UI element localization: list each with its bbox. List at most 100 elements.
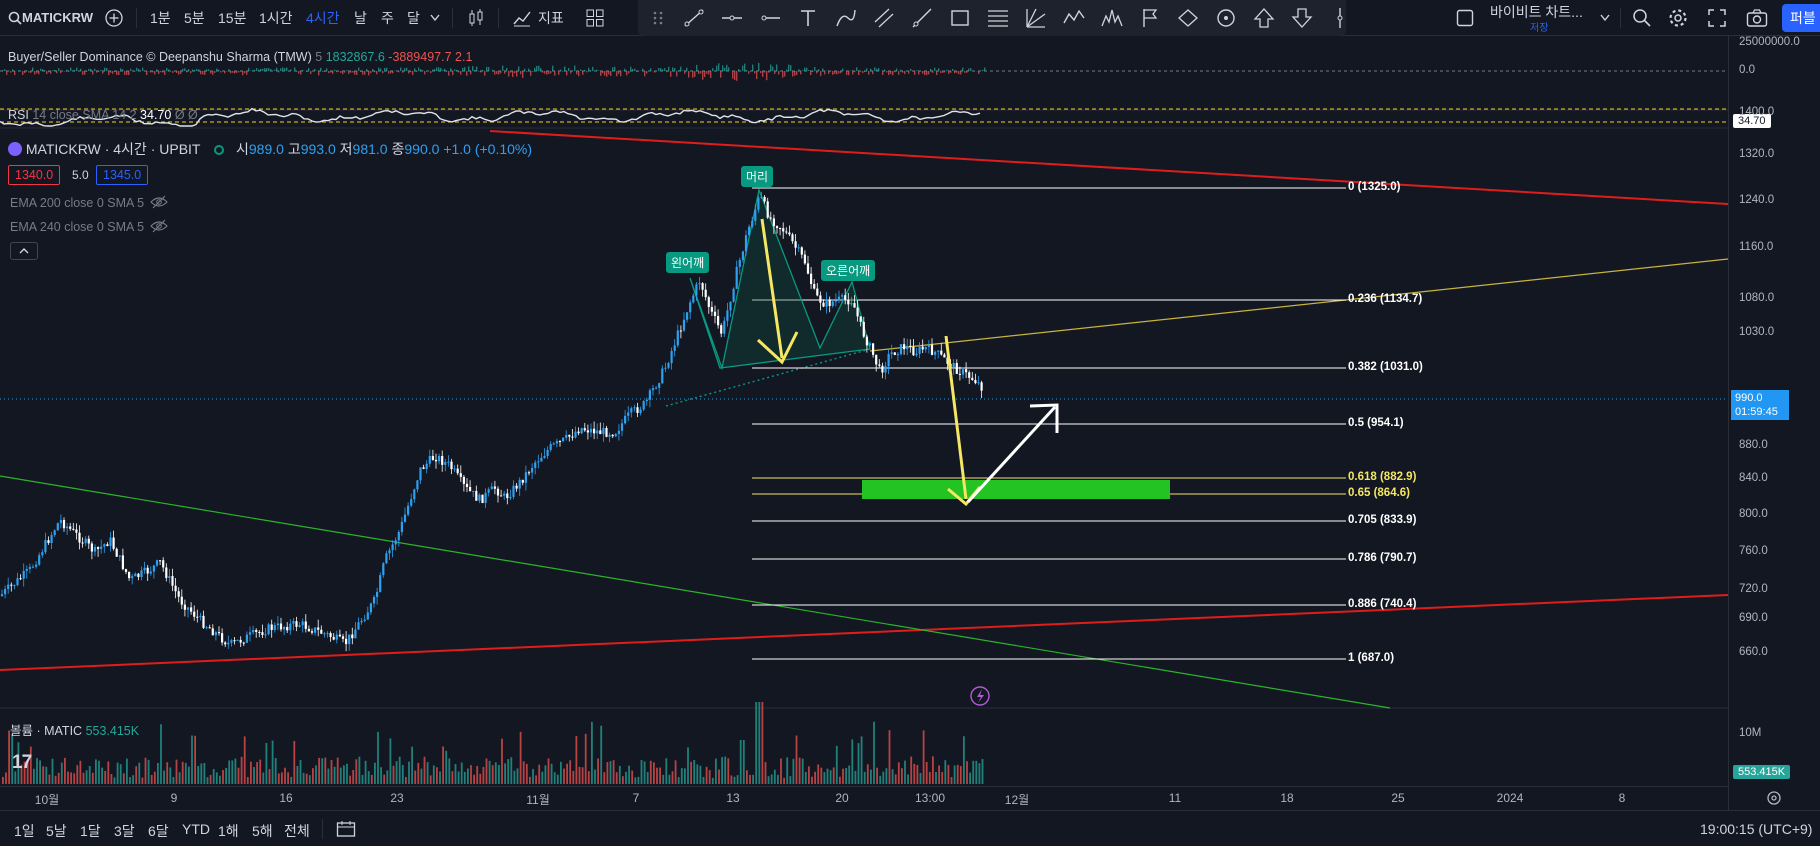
axis-settings-icon[interactable] bbox=[1765, 789, 1783, 807]
candle-body bbox=[431, 456, 434, 460]
chart-canvas[interactable] bbox=[0, 36, 1728, 810]
layout-name[interactable]: 바이비트 차트... bbox=[1490, 4, 1583, 20]
clock[interactable]: 19:00:15 (UTC+9) bbox=[1700, 821, 1813, 837]
dominance-bar bbox=[382, 71, 384, 74]
range-button[interactable]: 1해 bbox=[218, 823, 239, 839]
range-button[interactable]: 3달 bbox=[114, 823, 135, 839]
arrow-up-icon[interactable] bbox=[1252, 6, 1276, 30]
target-zone[interactable] bbox=[862, 480, 1170, 499]
calendar-icon[interactable] bbox=[336, 820, 356, 838]
volume-legend[interactable]: 볼륨 · MATIC 553.415K bbox=[10, 720, 139, 739]
candle-icon[interactable] bbox=[466, 8, 486, 28]
lightning-icon[interactable] bbox=[970, 686, 990, 706]
range-button[interactable]: YTD bbox=[182, 821, 210, 837]
flag-icon[interactable] bbox=[1138, 6, 1162, 30]
horizontal-line-icon[interactable] bbox=[720, 6, 744, 30]
interval-15m[interactable]: 15분 bbox=[218, 10, 247, 26]
grid-icon[interactable] bbox=[586, 9, 604, 27]
range-button[interactable]: 1일 bbox=[14, 823, 35, 839]
eye-off-icon[interactable] bbox=[150, 219, 168, 233]
publish-button[interactable]: 퍼블 bbox=[1782, 4, 1820, 32]
white-arrow[interactable] bbox=[966, 403, 1059, 504]
ema200-legend[interactable]: EMA 200 close 0 SMA 5 bbox=[10, 196, 144, 210]
rectangle-icon[interactable] bbox=[948, 6, 972, 30]
rsi-params: 14 close SMA 14 2 bbox=[32, 108, 137, 122]
interval-4h[interactable]: 4시간 bbox=[306, 10, 340, 26]
rsi-legend[interactable]: RSI 14 close SMA 14 2 34.70 Ø Ø bbox=[8, 108, 198, 122]
eye-off-icon[interactable] bbox=[150, 195, 168, 209]
interval-week[interactable]: 주 bbox=[381, 10, 394, 26]
trend-line-icon[interactable] bbox=[682, 6, 706, 30]
ema240-legend[interactable]: EMA 240 close 0 SMA 5 bbox=[10, 220, 144, 234]
main-legend[interactable]: MATICKRW · 4시간 · UPBIT 시989.0 고993.0 저98… bbox=[8, 139, 532, 159]
camera-icon[interactable] bbox=[1746, 8, 1768, 28]
save-status[interactable]: 저장 bbox=[1530, 23, 1549, 34]
red-support-line[interactable] bbox=[0, 594, 1728, 671]
sell-price-button[interactable]: 1340.0 bbox=[8, 165, 61, 185]
indicators-button[interactable]: 지표 bbox=[538, 10, 564, 26]
dominance-bar bbox=[506, 67, 508, 71]
red-resistance-line[interactable] bbox=[489, 130, 1728, 205]
yellow-trend-line[interactable] bbox=[869, 258, 1728, 352]
dominance-bar bbox=[818, 69, 820, 71]
interval-day[interactable]: 날 bbox=[354, 10, 367, 26]
range-button[interactable]: 5해 bbox=[252, 823, 273, 839]
plus-circle-icon[interactable] bbox=[104, 8, 124, 28]
xabcd-pattern-icon[interactable] bbox=[1062, 6, 1086, 30]
right-shoulder-label[interactable]: 오른어깨 bbox=[821, 260, 876, 281]
volume-bar bbox=[739, 740, 742, 784]
volume-bar bbox=[677, 777, 680, 784]
ray-icon[interactable] bbox=[910, 6, 934, 30]
chevron-down-icon[interactable] bbox=[1600, 14, 1610, 22]
fullscreen-icon[interactable] bbox=[1708, 9, 1726, 27]
search-icon[interactable] bbox=[8, 11, 22, 25]
parallel-channel-icon[interactable] bbox=[872, 6, 896, 30]
range-button[interactable]: 6달 bbox=[148, 823, 169, 839]
price-axis[interactable]: 25000000.0 0.0 34.70 1400.0 1320.0 1240.0 1… bbox=[1728, 36, 1820, 810]
tradingview-logo[interactable]: 17 bbox=[12, 752, 32, 773]
range-button[interactable]: 1달 bbox=[80, 823, 101, 839]
drag-handle-icon[interactable] bbox=[646, 6, 670, 30]
volume-bar bbox=[448, 758, 451, 784]
symbol-search-button[interactable]: MATICKRW bbox=[22, 10, 94, 25]
interval-1m[interactable]: 1분 bbox=[150, 10, 171, 26]
range-button[interactable]: 5날 bbox=[46, 823, 67, 839]
interval-5m[interactable]: 5분 bbox=[184, 10, 205, 26]
candle-body bbox=[314, 627, 317, 633]
gann-fan-icon[interactable] bbox=[1024, 6, 1048, 30]
candle-body bbox=[819, 295, 822, 303]
text-tool-icon[interactable] bbox=[796, 6, 820, 30]
time-axis[interactable]: 10월 9 16 23 11월 7 13 20 13:00 12월 11 18 25 2024 8 bbox=[0, 786, 1728, 810]
head-shoulders-icon[interactable] bbox=[1100, 6, 1124, 30]
collapse-legend-button[interactable] bbox=[10, 242, 38, 260]
fib-retracement[interactable] bbox=[752, 187, 1346, 660]
left-shoulder-label[interactable]: 왼어깨 bbox=[666, 252, 710, 273]
buy-price-button[interactable]: 1345.0 bbox=[96, 165, 149, 185]
zoom-icon[interactable] bbox=[1632, 8, 1652, 28]
time-axis-label: 13 bbox=[726, 791, 740, 805]
vertical-line-icon[interactable] bbox=[1328, 6, 1352, 30]
cycle-lines-icon[interactable] bbox=[1176, 6, 1200, 30]
horizontal-ray-icon[interactable] bbox=[758, 6, 782, 30]
dominance-bar bbox=[968, 68, 970, 71]
dominance-bar bbox=[742, 65, 744, 71]
neckline bbox=[665, 348, 871, 407]
arrow-down-icon[interactable] bbox=[1290, 6, 1314, 30]
yellow-arrows[interactable] bbox=[756, 218, 982, 507]
brush-icon[interactable] bbox=[834, 6, 858, 30]
interval-month[interactable]: 달 bbox=[407, 10, 420, 26]
gear-icon[interactable] bbox=[1668, 8, 1688, 28]
indicator-icon[interactable] bbox=[512, 8, 532, 28]
volume-bar bbox=[711, 777, 714, 784]
chevron-down-icon[interactable] bbox=[430, 14, 440, 22]
candle-body bbox=[918, 346, 921, 354]
head-label[interactable]: 머리 bbox=[741, 166, 774, 187]
fib-retracement-icon[interactable] bbox=[986, 6, 1010, 30]
layout-square-icon[interactable] bbox=[1456, 9, 1474, 27]
ellipse-icon[interactable] bbox=[1214, 6, 1238, 30]
green-trend-line[interactable] bbox=[0, 475, 1391, 709]
dominance-legend[interactable]: Buyer/Seller Dominance © Deepanshu Sharm… bbox=[8, 50, 472, 64]
interval-1h[interactable]: 1시간 bbox=[259, 10, 293, 26]
dominance-bar bbox=[878, 68, 880, 71]
range-button[interactable]: 전체 bbox=[284, 823, 310, 839]
